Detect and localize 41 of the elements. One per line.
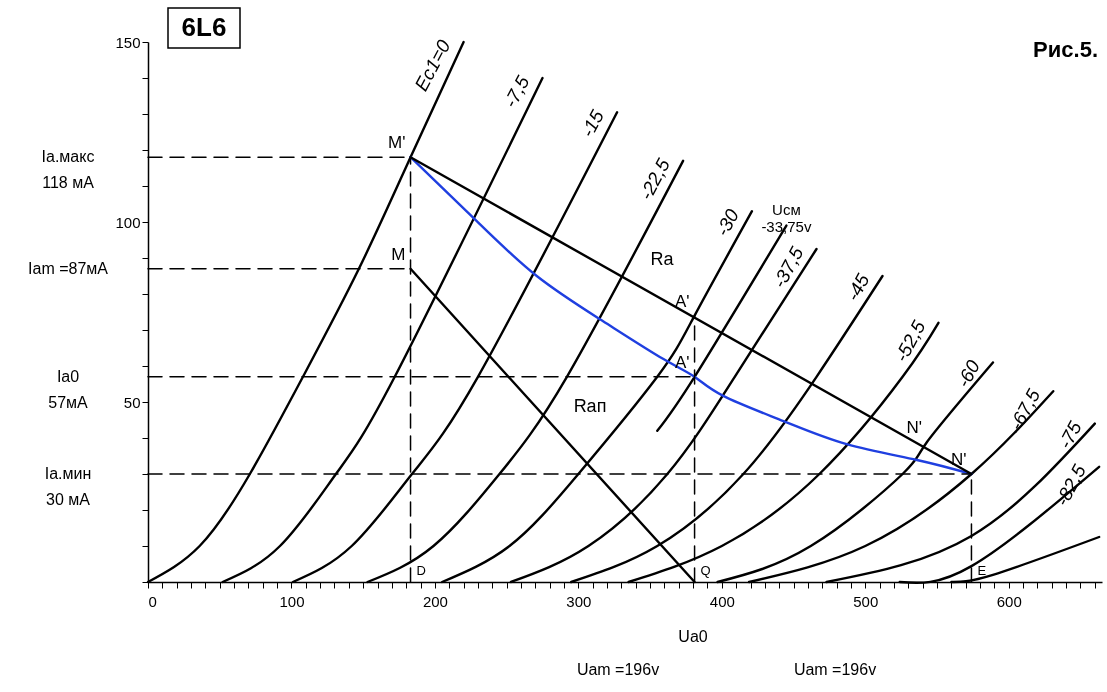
annotation: Рис.5. [1033, 37, 1098, 62]
text: -22,5 [635, 154, 675, 204]
annotation: N' [950, 450, 967, 469]
text: -67,5 [1005, 385, 1045, 434]
y-tick-label: 50 [123, 393, 141, 411]
x-tick-label: 400 [709, 592, 735, 610]
text: Iа.мин 30 мА [44, 465, 92, 508]
y-tick-label: 100 [115, 213, 141, 231]
x-tick-label: 300 [566, 592, 592, 610]
text: Uam =196v [576, 661, 660, 678]
text: Uam =196v [793, 661, 877, 678]
annotation: Q [700, 563, 711, 578]
annotation: M' [388, 133, 406, 153]
text: -60 [952, 356, 985, 391]
x-tick-label: 600 [996, 592, 1022, 610]
chart-title: 6L6 [181, 12, 227, 42]
text: -7,5 [499, 72, 534, 112]
annotation: M [391, 244, 406, 264]
x-tick-label: 500 [853, 592, 879, 610]
series-label: Ucм -33,75v [761, 200, 812, 235]
text: -30 [711, 205, 744, 240]
text: Iam =87мА [28, 260, 109, 277]
text: -37,5 [768, 243, 808, 292]
text: -15 [576, 106, 609, 141]
annotation: Ra [650, 249, 675, 269]
annotation: N' [906, 417, 922, 437]
text: -45 [842, 270, 874, 305]
annotation: Rап [573, 396, 607, 416]
text: Ua0 [678, 628, 708, 645]
x-tick-label: 200 [422, 592, 448, 610]
text: Iа.макс 118 мА [41, 148, 95, 191]
annotation: A' [674, 352, 690, 372]
text: -75 [1054, 417, 1086, 453]
annotation: E [977, 563, 987, 578]
annotation: D [416, 563, 426, 578]
annotation: A' [674, 291, 690, 311]
y-tick-label: 150 [115, 33, 141, 51]
text: -52,5 [890, 316, 930, 366]
text: Iа0 57мА [48, 368, 89, 411]
x-tick-label: 0 [148, 592, 157, 610]
x-tick-label: 100 [279, 592, 305, 610]
